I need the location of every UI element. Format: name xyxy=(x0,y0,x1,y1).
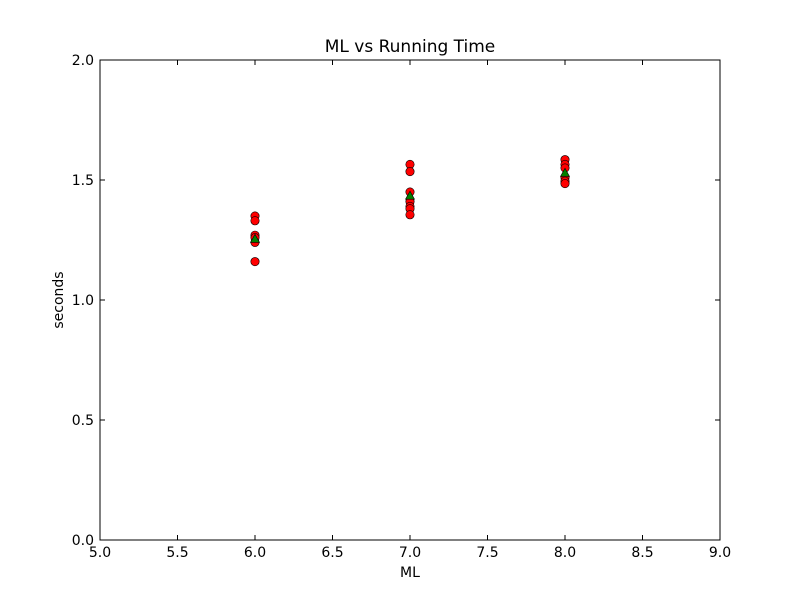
data-point xyxy=(405,210,415,220)
y-axis-label: seconds xyxy=(51,271,67,328)
x-tick-label: 8.0 xyxy=(554,545,576,561)
y-tick-label: 0.0 xyxy=(72,533,94,549)
plot-area xyxy=(100,60,720,540)
x-axis-label: ML xyxy=(400,565,420,581)
data-point xyxy=(250,257,260,267)
y-tick-label: 1.5 xyxy=(72,173,94,189)
y-tick-label: 2.0 xyxy=(72,53,94,69)
data-points xyxy=(249,155,571,267)
data-point xyxy=(250,216,260,226)
x-tick-label: 7.5 xyxy=(476,545,498,561)
x-tick-label: 5.5 xyxy=(166,545,188,561)
x-tick-label: 7.0 xyxy=(399,545,421,561)
mean-marker xyxy=(404,190,416,200)
y-tick-label: 1.0 xyxy=(72,293,94,309)
x-tick-label: 6.5 xyxy=(321,545,343,561)
axis-ticks: 5.0 5.5 6.0 6.5 7.0 7.5 8.0 8.5 9.0 0.0 0.5 1.0 1.5 2… xyxy=(72,53,731,561)
x-tick-label: 6.0 xyxy=(244,545,266,561)
data-point xyxy=(405,167,415,177)
x-tick-label: 5.0 xyxy=(89,545,111,561)
plot-frame xyxy=(99,59,721,541)
x-tick-label: 9.0 xyxy=(709,545,731,561)
chart-title: ML vs Running Time xyxy=(325,37,496,57)
mean-marker xyxy=(559,167,571,177)
mean-marker xyxy=(249,233,261,243)
x-tick-label: 8.5 xyxy=(631,545,653,561)
data-point xyxy=(560,179,570,189)
y-tick-label: 0.5 xyxy=(72,413,94,429)
